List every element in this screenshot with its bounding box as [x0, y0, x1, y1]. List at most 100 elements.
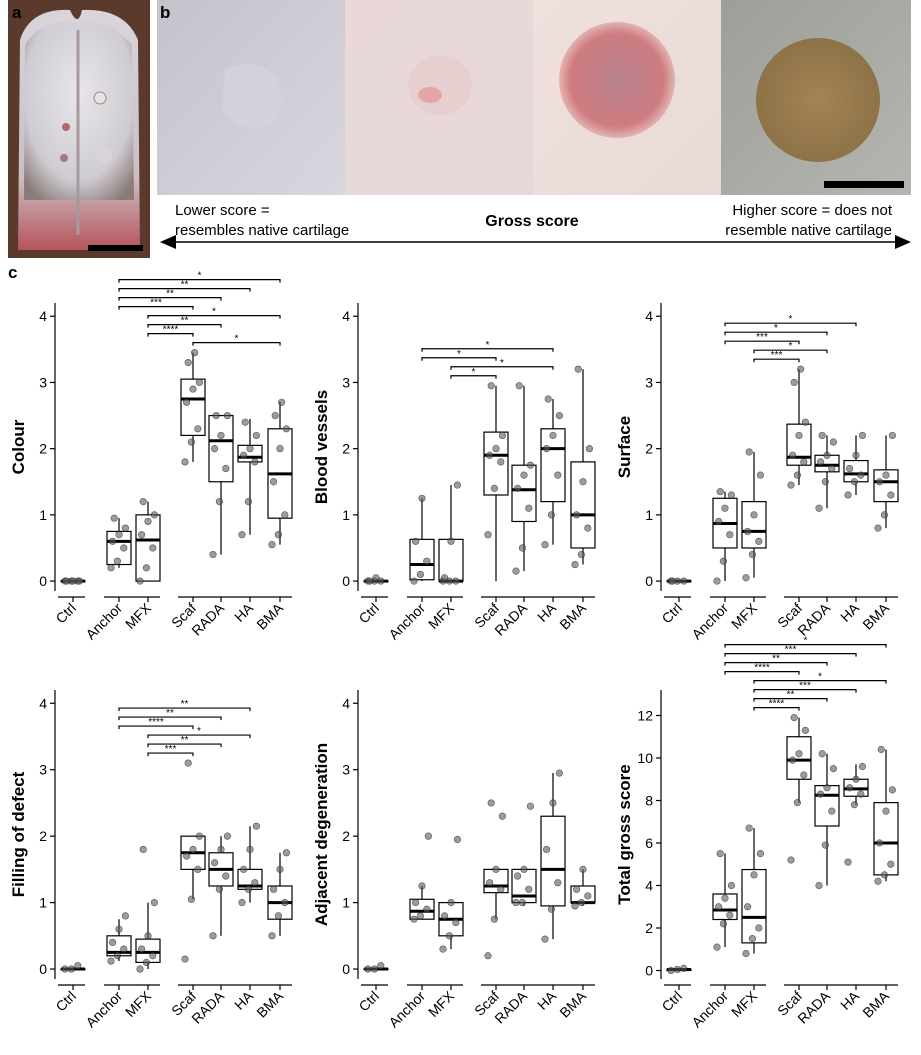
point: [526, 461, 535, 469]
point: [142, 958, 150, 966]
point: [787, 856, 795, 864]
point: [512, 898, 520, 907]
significance-bracket: [724, 653, 857, 657]
point: [667, 966, 675, 975]
point: [150, 898, 158, 907]
point: [187, 895, 195, 903]
point: [714, 903, 723, 911]
y-tick-label: 3: [39, 374, 47, 390]
point: [217, 431, 225, 440]
significance-bracket: [118, 288, 251, 292]
y-tick-label: 0: [39, 961, 47, 977]
point: [120, 945, 128, 953]
significance-label: **: [787, 690, 795, 701]
y-tick-label: 0: [39, 573, 47, 589]
point: [110, 514, 118, 522]
point: [181, 458, 189, 466]
point: [274, 912, 283, 920]
point: [246, 445, 254, 453]
point: [75, 577, 83, 585]
x-tick-label: BMA: [859, 987, 892, 1020]
point: [572, 511, 581, 519]
significance-bracket: [724, 331, 828, 336]
point: [184, 759, 192, 767]
y-tick-label: 10: [637, 750, 653, 766]
point: [745, 824, 753, 832]
point: [525, 504, 533, 512]
point: [555, 769, 564, 777]
point: [107, 564, 115, 572]
significance-bracket: [724, 671, 800, 675]
y-tick-label: 1: [39, 507, 47, 523]
point: [441, 912, 449, 920]
point: [452, 918, 460, 927]
point: [244, 498, 252, 506]
x-tick-label: Ctrl: [355, 988, 382, 1015]
point: [439, 945, 447, 953]
point: [815, 881, 823, 890]
significance-bracket: [753, 698, 828, 702]
point: [547, 905, 556, 913]
point: [452, 577, 460, 585]
point: [844, 858, 852, 866]
point: [743, 903, 752, 911]
point: [821, 841, 830, 849]
significance-bracket: [147, 743, 222, 748]
point: [554, 879, 562, 887]
point: [874, 877, 882, 885]
significance-label: **: [166, 708, 174, 719]
y-tick-label: 1: [39, 895, 47, 911]
point: [714, 517, 723, 526]
point: [282, 849, 291, 857]
panel-label: a: [12, 3, 22, 22]
point: [282, 425, 291, 433]
point: [513, 872, 522, 880]
significance-label: ****: [148, 717, 164, 728]
box: [786, 423, 812, 466]
point: [366, 577, 374, 585]
point: [113, 557, 121, 565]
point: [121, 524, 129, 532]
point: [370, 965, 379, 973]
point: [745, 448, 753, 456]
point: [719, 557, 728, 565]
x-tick-label: BMA: [859, 599, 892, 632]
x-tick-label: RADA: [794, 987, 833, 1026]
point: [183, 398, 191, 406]
x-tick-label: Ctrl: [658, 600, 685, 627]
point: [877, 745, 885, 754]
x-tick-label: Anchor: [82, 988, 125, 1031]
point: [852, 775, 860, 783]
point: [195, 832, 203, 840]
point: [372, 574, 380, 582]
significance-bracket: [724, 662, 828, 666]
significance-label: *: [789, 341, 793, 352]
point: [716, 488, 724, 496]
point: [238, 898, 246, 907]
x-tick-label: RADA: [491, 599, 530, 638]
photo-a: [8, 0, 150, 258]
point: [447, 537, 455, 545]
point: [410, 577, 418, 585]
scale-left: resembles native cartilage: [175, 222, 349, 239]
significance-bracket: [753, 358, 800, 363]
significance-label: *: [789, 314, 793, 325]
point: [276, 865, 284, 873]
point: [120, 544, 128, 552]
point: [880, 871, 889, 879]
panel-label: b: [160, 3, 170, 22]
significance-label: **: [181, 699, 189, 710]
point: [74, 962, 82, 970]
photo-b: [157, 0, 911, 195]
x-tick-label: RADA: [188, 987, 227, 1026]
point: [490, 484, 499, 492]
point: [577, 898, 586, 907]
significance-bracket: [147, 315, 281, 319]
point: [189, 845, 197, 854]
point: [801, 418, 810, 426]
point: [108, 537, 117, 545]
point: [241, 418, 249, 426]
point: [787, 481, 795, 489]
significance-label: **: [181, 735, 189, 746]
point: [800, 458, 808, 466]
